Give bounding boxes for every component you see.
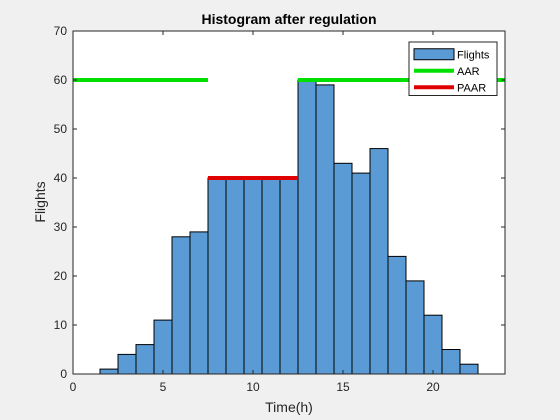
legend-swatch-flights: [413, 48, 455, 61]
histogram-bar: [369, 148, 389, 375]
histogram-bar: [441, 349, 461, 375]
x-tick-label: 0: [70, 380, 77, 394]
legend-label-flights: Flights: [457, 49, 490, 61]
y-tick-label: 10: [54, 318, 68, 332]
histogram-bar: [135, 344, 155, 375]
histogram-bar: [423, 314, 443, 375]
histogram-bar: [207, 177, 227, 375]
y-axis-label: Flights: [32, 181, 48, 222]
legend-label-aar: AAR: [457, 66, 480, 78]
y-tick-label: 0: [60, 367, 67, 381]
histogram-bar: [171, 236, 191, 375]
y-tick-label: 40: [54, 171, 68, 185]
histogram-bar: [351, 172, 371, 375]
x-tick-label: 20: [426, 380, 440, 394]
histogram-bar: [153, 319, 173, 375]
histogram-bar: [405, 280, 425, 375]
histogram-bar: [189, 231, 209, 375]
x-tick-label: 10: [246, 380, 260, 394]
x-axis-label: Time(h): [265, 399, 313, 415]
histogram-bar: [243, 177, 263, 375]
histogram-bar: [261, 177, 281, 375]
x-tick-label: 15: [336, 380, 350, 394]
x-tick-label: 5: [160, 380, 167, 394]
legend-label-paar: PAAR: [457, 82, 486, 94]
y-tick-label: 70: [54, 24, 68, 38]
histogram-bar: [387, 255, 407, 375]
histogram-bar: [117, 353, 137, 375]
axes-box: [72, 30, 506, 375]
chart-title: Histogram after regulation: [201, 11, 376, 27]
y-tick-label: 60: [54, 73, 68, 87]
histogram-bar: [99, 368, 119, 375]
histogram-bar: [225, 177, 245, 375]
histogram-bar: [315, 84, 335, 375]
legend: Flights AAR PAAR: [408, 41, 498, 96]
y-tick-label: 20: [54, 269, 68, 283]
histogram-bar: [333, 162, 353, 375]
histogram-bar: [459, 363, 479, 375]
y-tick-label: 30: [54, 220, 68, 234]
histogram-bar: [297, 79, 317, 375]
histogram-bar: [279, 177, 299, 375]
y-tick-label: 50: [54, 122, 68, 136]
